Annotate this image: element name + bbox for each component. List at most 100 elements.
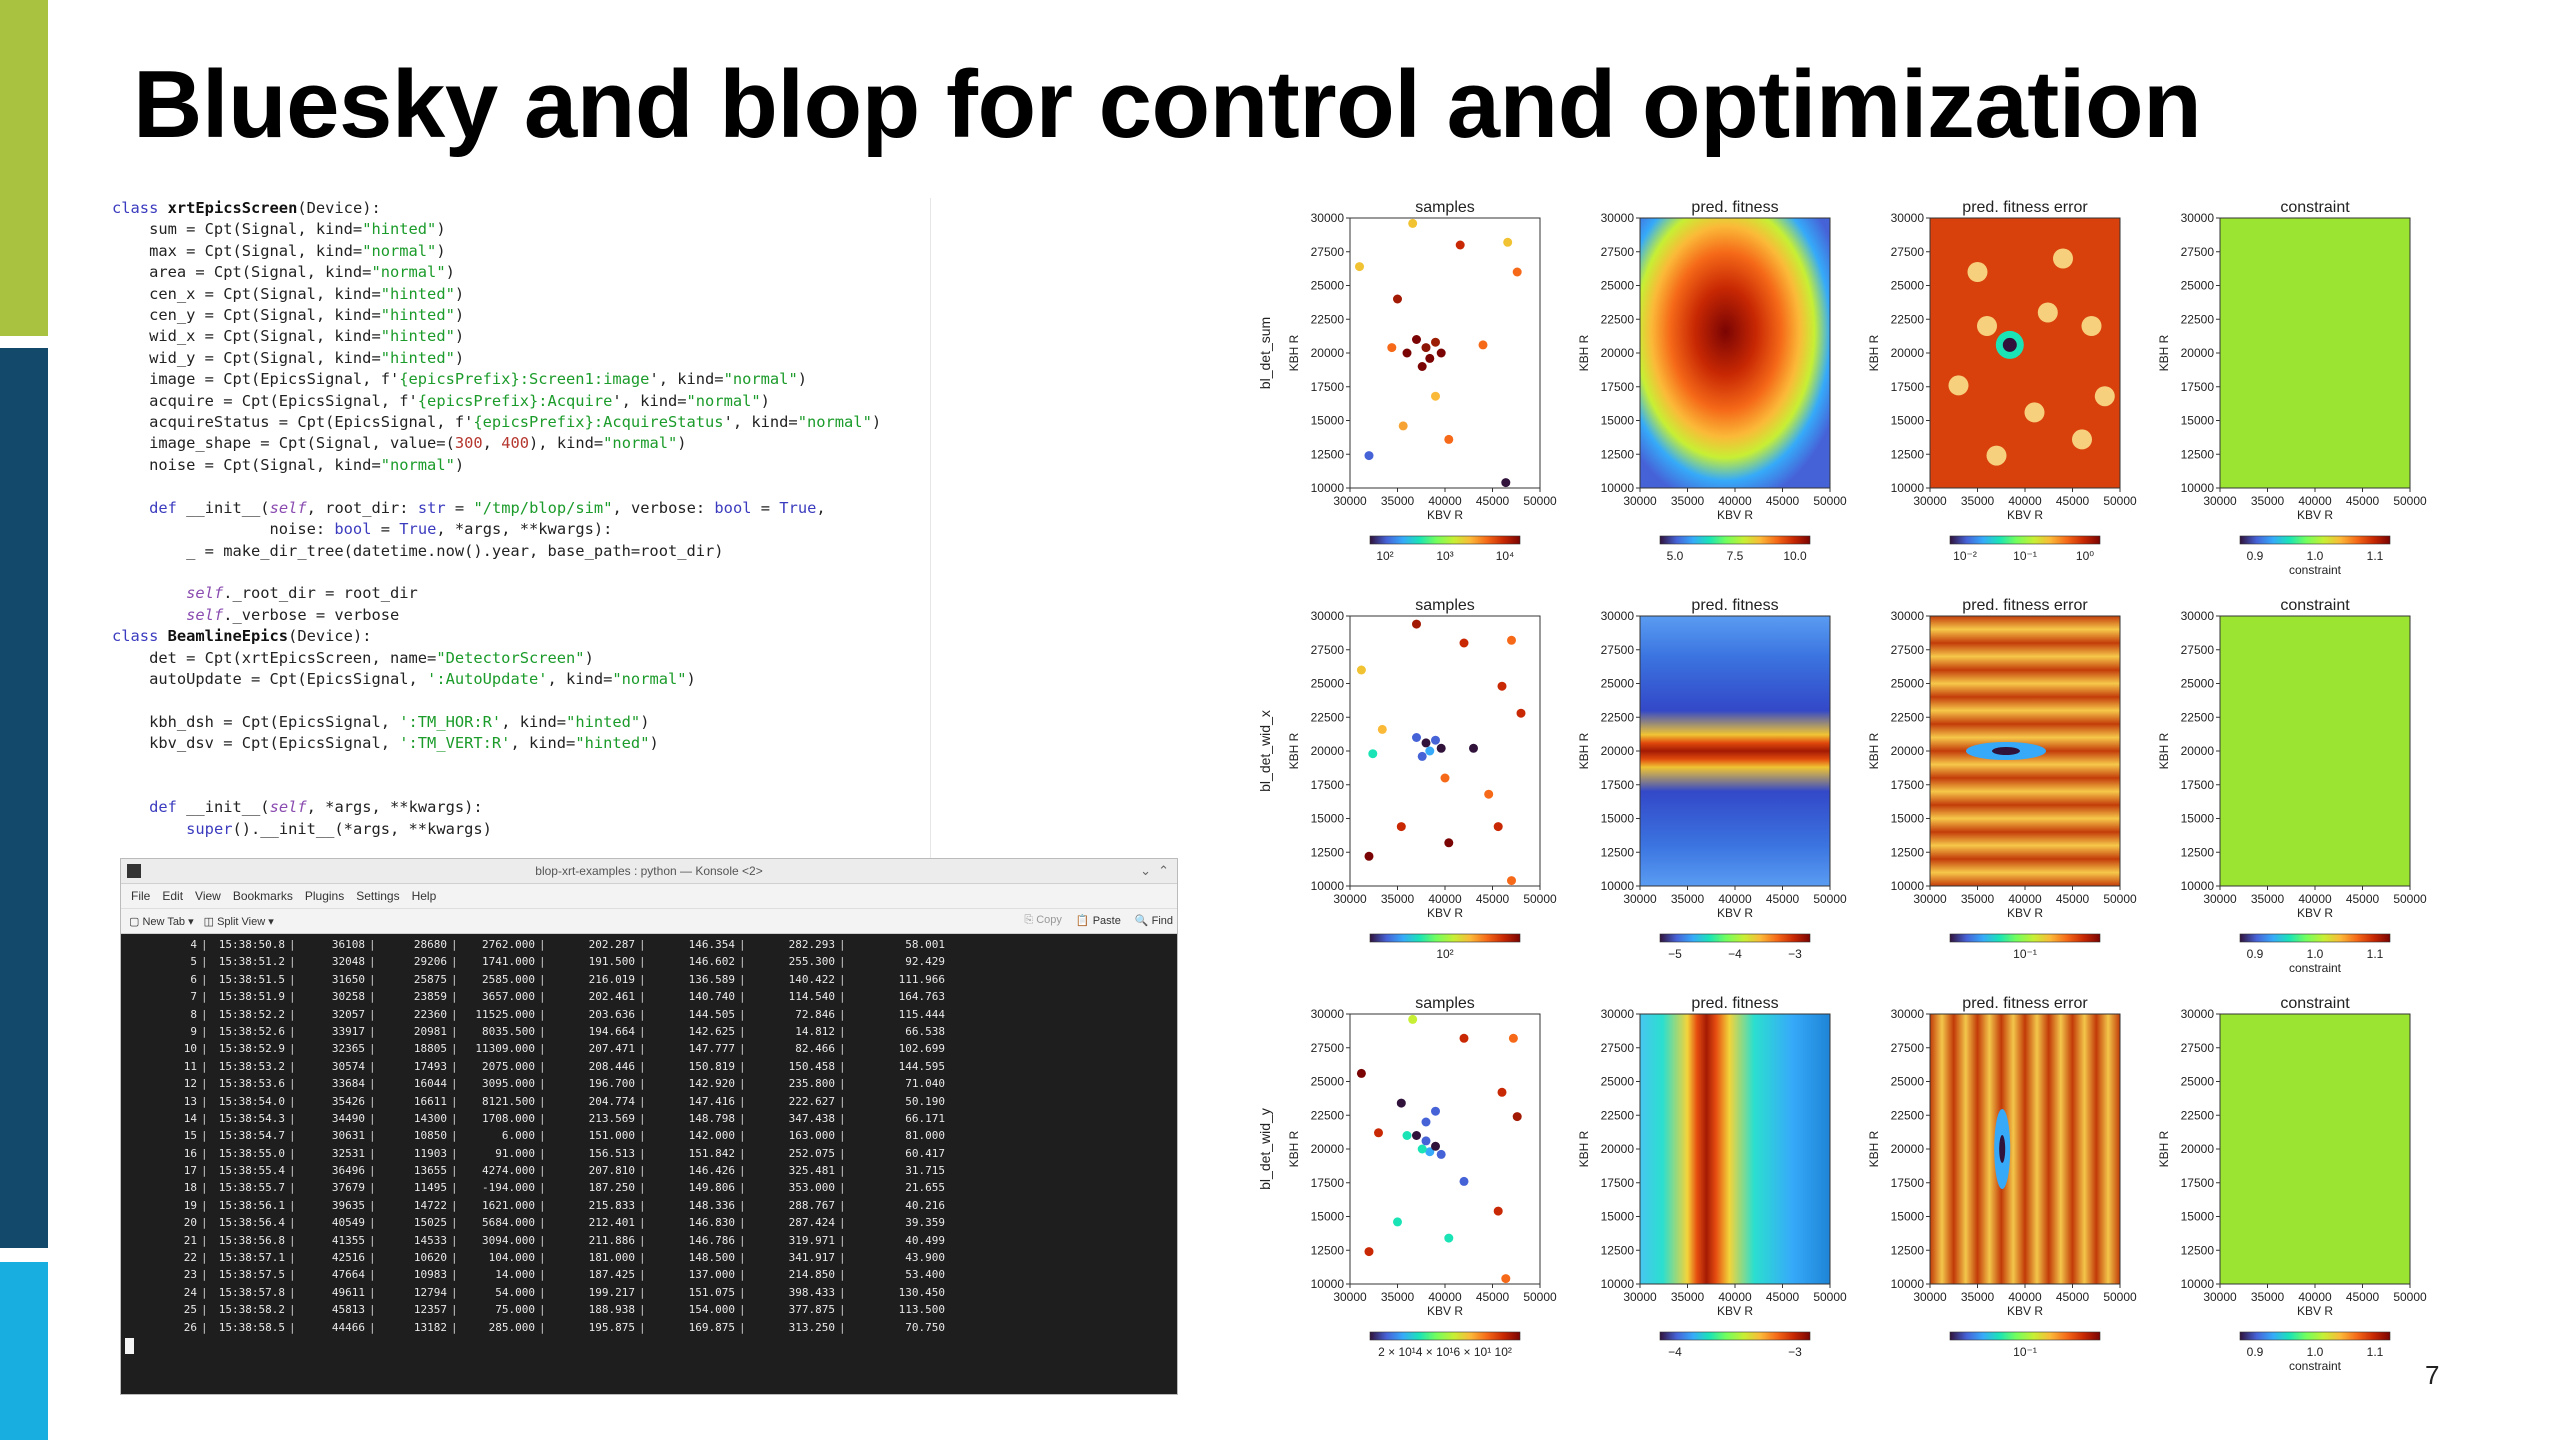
code-editor[interactable]: class xrtEpicsScreen(Device): sum = Cpt(… (112, 198, 932, 858)
terminal-cell: 3095.000 (482, 1077, 535, 1091)
y-tick-label: 27500 (1891, 1041, 1925, 1055)
terminal-row: 4 15:38:50.8 36108 28680 2762.000 202.287 146.… (121, 938, 1177, 955)
terminal-cell: 92.429 (905, 955, 945, 969)
error-hotspot (2053, 248, 2073, 269)
terminal-row: 10 15:38:52.9 32365 18805 11309.000 207.471 14… (121, 1042, 1177, 1059)
terminal-cell: 21 (183, 1233, 197, 1247)
konsole-window[interactable]: blop-xrt-examples : python — Konsole <2>… (120, 858, 1178, 1395)
terminal-cell: 17493 (413, 1059, 447, 1073)
terminal-row: 9 15:38:52.6 33917 20981 8035.500 194.664 142.… (121, 1025, 1177, 1042)
x-tick-label: 35000 (2251, 494, 2285, 508)
column-separator: | (289, 1164, 296, 1178)
x-axis-label: KBV R (1717, 508, 1753, 522)
y-axis-label: KBH R (1867, 334, 1881, 371)
x-tick-label: 40000 (1718, 1290, 1752, 1304)
y-tick-label: 30000 (2181, 211, 2215, 225)
code-line: self._verbose = verbose (112, 605, 932, 626)
code-token: ) (454, 284, 465, 303)
menu-item-file[interactable]: File (131, 889, 151, 903)
menu-item-help[interactable]: Help (411, 889, 437, 903)
column-separator: | (539, 990, 546, 1004)
column-separator: | (539, 1198, 546, 1212)
column-separator: | (369, 1216, 376, 1230)
terminal-cell: 14533 (413, 1233, 447, 1247)
column-separator: | (451, 1111, 458, 1125)
terminal-cell: 208.446 (588, 1059, 635, 1073)
y-tick-label: 10000 (2181, 879, 2215, 893)
colorbar-tick-label: 10⁻¹ (2013, 1345, 2037, 1359)
x-tick-label: 30000 (1333, 892, 1367, 906)
code-line: cen_x = Cpt(Signal, kind="hinted") (112, 284, 932, 305)
column-separator: | (839, 1181, 846, 1195)
y-axis-label: KBH R (2157, 732, 2171, 769)
menu-item-bookmarks[interactable]: Bookmarks (232, 889, 293, 903)
code-token: "/tmp/blop/sim" (473, 498, 613, 517)
x-tick-label: 30000 (1623, 1290, 1657, 1304)
find-button[interactable]: 🔍 Find (1134, 915, 1173, 927)
menu-item-edit[interactable]: Edit (162, 889, 184, 903)
copy-button[interactable]: ⎘ Copy (1024, 914, 1062, 926)
x-tick-label: 50000 (1523, 494, 1557, 508)
y-tick-label: 17500 (1311, 778, 1345, 792)
column-separator: | (739, 1164, 746, 1178)
code-token: __init__( (186, 498, 270, 517)
maximize-icon[interactable]: ⌃ (1158, 863, 1169, 878)
new-tab-button[interactable]: ▢ New Tab ▾ (129, 915, 194, 928)
y-tick-label: 30000 (2181, 609, 2215, 623)
y-tick-label: 20000 (1891, 346, 1925, 360)
y-axis-label: KBH R (2157, 1130, 2171, 1167)
y-tick-label: 25000 (2181, 279, 2215, 293)
terminal-cell: 313.250 (788, 1320, 835, 1334)
x-tick-label: 30000 (1623, 892, 1657, 906)
y-tick-label: 20000 (1891, 1142, 1925, 1156)
panel-background (2220, 616, 2410, 886)
split-view-button[interactable]: ◫ Split View ▾ (203, 915, 274, 928)
menu-item-plugins[interactable]: Plugins (304, 889, 345, 903)
terminal-cell: 12794 (413, 1285, 447, 1299)
column-separator: | (839, 1024, 846, 1038)
code-token: "DetectorScreen" (436, 648, 585, 667)
terminal-cell: 164.763 (898, 990, 945, 1004)
menu-item-view[interactable]: View (195, 889, 221, 903)
terminal-cell: 40.499 (905, 1233, 945, 1247)
terminal-cell: 341.917 (788, 1251, 835, 1265)
column-separator: | (369, 1251, 376, 1265)
code-line: kbh_dsh = Cpt(EpicsSignal, ':TM_HOR:R', … (112, 712, 932, 733)
terminal-cell: 151.842 (688, 1146, 735, 1160)
y-tick-label: 30000 (1311, 609, 1345, 623)
terminal-cell: 15025 (413, 1216, 447, 1230)
minimize-icon[interactable]: ⌄ (1140, 863, 1151, 878)
code-token: cen_x = Cpt(Signal, kind= (112, 284, 381, 303)
x-tick-label: 50000 (2103, 892, 2137, 906)
y-tick-label: 20000 (1311, 1142, 1345, 1156)
error-hotspot (2094, 386, 2115, 407)
column-separator: | (451, 1164, 458, 1178)
terminal-cell: 10 (183, 1042, 197, 1056)
terminal-cell: 15:38:53.6 (218, 1077, 285, 1091)
column-separator: | (451, 1181, 458, 1195)
sample-point (1512, 267, 1522, 277)
terminal-output[interactable]: 4 15:38:50.8 36108 28680 2762.000 202.287 146.… (121, 934, 1177, 1354)
sample-point (1377, 724, 1387, 734)
terminal-cell: 70.750 (905, 1320, 945, 1334)
x-tick-label: 30000 (2203, 494, 2237, 508)
panel-background (1640, 218, 1830, 488)
terminal-cell: 15:38:54.0 (218, 1094, 285, 1108)
colorbar (1659, 1331, 1811, 1341)
terminal-cell: 163.000 (788, 1129, 835, 1143)
sample-point (1469, 743, 1478, 753)
sample-point (1364, 451, 1374, 461)
terminal-cell: 81.000 (905, 1129, 945, 1143)
terminal-cell: 75.000 (495, 1303, 535, 1317)
terminal-cell: 11 (183, 1059, 197, 1073)
terminal-cell: 37679 (331, 1181, 365, 1195)
x-tick-label: 45000 (1476, 1290, 1510, 1304)
x-tick-label: 45000 (1766, 494, 1800, 508)
paste-button[interactable]: 📋 Paste (1075, 915, 1121, 927)
sample-point (1425, 353, 1435, 363)
code-token: ) (445, 263, 455, 282)
panel-title: pred. fitness (1691, 597, 1778, 614)
menu-item-settings[interactable]: Settings (356, 889, 400, 903)
column-separator: | (289, 1320, 296, 1334)
y-tick-label: 20000 (1601, 1142, 1635, 1156)
